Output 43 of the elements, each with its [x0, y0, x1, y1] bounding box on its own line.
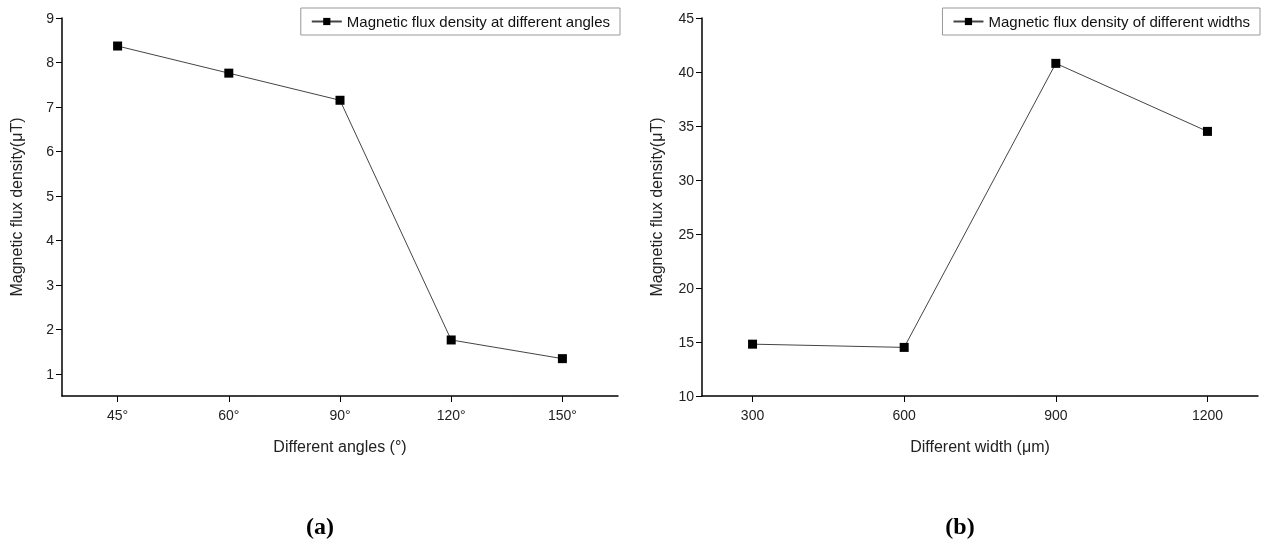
y-tick-label: 7: [46, 98, 55, 115]
x-tick-label: 150°: [547, 407, 577, 423]
y-axis-title: Magnetic flux density(μT): [647, 117, 665, 297]
x-tick-label: 120°: [436, 407, 466, 423]
legend-label: Magnetic flux density at different angles: [346, 13, 611, 30]
y-tick-label: 20: [678, 280, 695, 296]
y-tick-label: 6: [46, 143, 55, 160]
y-axis-title: Magnetic flux density(μT): [7, 117, 25, 297]
y-tick-label: 3: [46, 276, 55, 293]
point: [113, 41, 123, 51]
x-tick-label: 60°: [218, 407, 240, 423]
y-tick-label: 2: [46, 321, 55, 338]
y-tick-label: 5: [46, 187, 55, 204]
point: [1051, 58, 1061, 68]
point: [224, 68, 234, 78]
x-tick-label: 90°: [329, 407, 351, 423]
point: [446, 335, 456, 345]
y-tick-label: 30: [678, 172, 695, 188]
y-tick-label: 8: [46, 54, 55, 71]
point: [335, 95, 345, 105]
y-tick-label: 35: [678, 118, 695, 134]
y-tick-label: 15: [678, 334, 695, 350]
x-tick-label: 45°: [107, 407, 129, 423]
y-tick-label: 25: [678, 226, 695, 242]
x-axis-title: Different angles (°): [273, 437, 407, 455]
y-tick-label: 4: [46, 232, 55, 249]
x-tick-label: 300: [740, 407, 765, 423]
legend-label: Magnetic flux density of different widths: [988, 13, 1251, 30]
point: [1202, 126, 1212, 136]
x-tick-label: 900: [1044, 407, 1068, 423]
y-tick-label: 45: [678, 10, 695, 26]
y-tick-label: 10: [678, 388, 695, 404]
text: (a): [306, 513, 334, 539]
text: (b): [945, 513, 975, 539]
y-tick-label: 9: [46, 10, 55, 26]
x-axis-title: Different width (μm): [910, 437, 1050, 455]
point: [899, 342, 909, 352]
y-tick-label: 40: [678, 64, 695, 80]
y-tick-label: 1: [46, 365, 55, 382]
x-tick-label: 600: [892, 407, 917, 423]
point: [748, 339, 758, 349]
x-tick-label: 1200: [1191, 407, 1224, 423]
point: [557, 354, 567, 364]
